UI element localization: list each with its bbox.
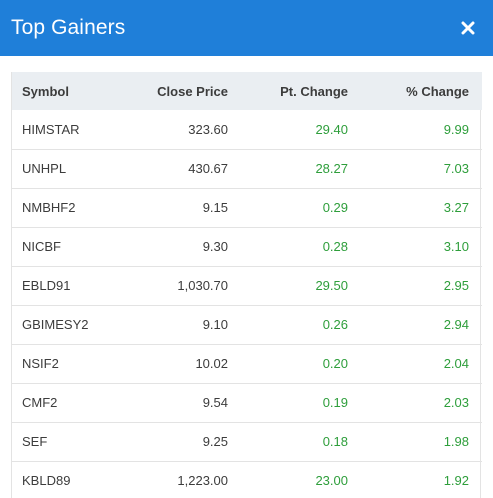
pt-change-cell: 29.40 — [315, 121, 348, 137]
table-row[interactable]: KBLD89 1,223.00 23.00 1.92 — [12, 461, 482, 498]
pct-change-cell: 2.95 — [443, 278, 469, 293]
table-row[interactable]: SEF 9.25 0.18 1.98 — [12, 422, 482, 461]
pt-change-cell: 0.18 — [322, 434, 348, 449]
table-header-row: Symbol Close Price Pt. Change % Change — [12, 72, 482, 110]
pct-change-cell: 1.92 — [443, 473, 469, 489]
close-price-cell: 9.15 — [202, 200, 228, 215]
table-header: Symbol Close Price Pt. Change % Change — [12, 72, 482, 110]
symbol-cell[interactable]: NSIF2 — [22, 356, 59, 371]
symbol-cell[interactable]: HIMSTAR — [22, 121, 80, 137]
table-row[interactable]: NMBHF2 9.15 0.29 3.27 — [12, 188, 482, 227]
column-header-pt-change[interactable]: Pt. Change — [280, 83, 348, 99]
symbol-cell[interactable]: SEF — [22, 434, 48, 449]
pt-change-cell: 0.20 — [322, 356, 348, 371]
symbol-cell[interactable]: UNHPL — [22, 161, 67, 176]
close-price-cell: 1,223.00 — [177, 473, 228, 489]
column-header-symbol[interactable]: Symbol — [22, 83, 69, 99]
pt-change-cell: 0.26 — [322, 317, 348, 332]
close-price-cell: 323.60 — [188, 121, 228, 137]
close-price-cell: 10.02 — [195, 356, 228, 371]
pct-change-cell: 3.27 — [443, 200, 469, 215]
symbol-cell[interactable]: CMF2 — [22, 395, 58, 410]
close-icon — [461, 21, 475, 35]
table-row[interactable]: GBIMESY2 9.10 0.26 2.94 — [12, 305, 482, 344]
close-price-cell: 9.25 — [202, 434, 228, 449]
pct-change-cell: 2.94 — [443, 317, 469, 332]
symbol-cell[interactable]: GBIMESY2 — [22, 317, 89, 332]
table-row[interactable]: EBLD91 1,030.70 29.50 2.95 — [12, 266, 482, 305]
gainers-table: Symbol Close Price Pt. Change % Change H… — [12, 72, 482, 498]
pct-change-cell: 9.99 — [443, 121, 469, 137]
symbol-cell[interactable]: EBLD91 — [22, 278, 71, 293]
table-row[interactable]: NSIF2 10.02 0.20 2.04 — [12, 344, 482, 383]
pt-change-cell: 0.28 — [322, 239, 348, 254]
close-price-cell: 1,030.70 — [177, 278, 228, 293]
pct-change-cell: 2.04 — [443, 356, 469, 371]
close-price-cell: 9.54 — [202, 395, 228, 410]
close-price-cell: 9.10 — [202, 317, 228, 332]
table-row[interactable]: CMF2 9.54 0.19 2.03 — [12, 383, 482, 422]
close-price-cell: 9.30 — [202, 239, 228, 254]
table-row[interactable]: HIMSTAR 323.60 29.40 9.99 — [12, 110, 482, 149]
pt-change-cell: 29.50 — [315, 278, 348, 293]
close-button[interactable] — [457, 17, 479, 39]
modal-title: Top Gainers — [11, 16, 126, 39]
pt-change-cell: 28.27 — [315, 161, 348, 176]
pct-change-cell: 7.03 — [443, 161, 469, 176]
close-price-cell: 430.67 — [188, 161, 228, 176]
symbol-cell[interactable]: NMBHF2 — [22, 200, 76, 215]
gainers-table-container: Symbol Close Price Pt. Change % Change H… — [11, 72, 482, 498]
symbol-cell[interactable]: KBLD89 — [22, 473, 71, 489]
modal-header: Top Gainers — [0, 0, 493, 56]
pct-change-cell: 2.03 — [443, 395, 469, 410]
table-row[interactable]: UNHPL 430.67 28.27 7.03 — [12, 149, 482, 188]
column-header-pct-change[interactable]: % Change — [406, 83, 469, 99]
column-header-close-price[interactable]: Close Price — [157, 83, 228, 99]
pct-change-cell: 1.98 — [443, 434, 469, 449]
pt-change-cell: 0.19 — [322, 395, 348, 410]
pt-change-cell: 0.29 — [322, 200, 348, 215]
table-row[interactable]: NICBF 9.30 0.28 3.10 — [12, 227, 482, 266]
pct-change-cell: 3.10 — [443, 239, 469, 254]
pt-change-cell: 23.00 — [315, 473, 348, 489]
table-body: HIMSTAR 323.60 29.40 9.99 UNHPL 430.67 28.27 7.… — [12, 110, 482, 498]
symbol-cell[interactable]: NICBF — [22, 239, 61, 254]
